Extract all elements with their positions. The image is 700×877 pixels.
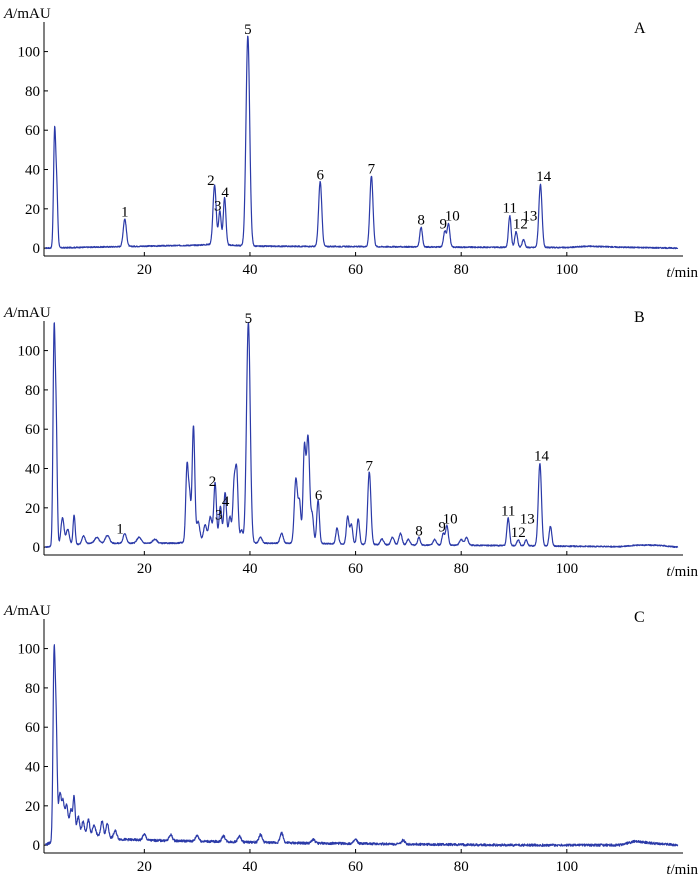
- x-tick-label: 40: [242, 859, 257, 875]
- y-tick-label: 80: [25, 383, 40, 399]
- y-tick-label: 100: [18, 344, 41, 360]
- peak-label: 1: [116, 521, 124, 537]
- peak-label: 3: [214, 199, 222, 215]
- y-tick-label: 40: [25, 462, 40, 478]
- x-tick-label: 80: [454, 561, 469, 577]
- y-tick-label: 100: [18, 642, 41, 658]
- peak-label: 8: [415, 523, 423, 539]
- peak-label: 6: [316, 167, 324, 183]
- peak-label: 2: [209, 474, 217, 490]
- panel-letter: B: [634, 309, 645, 326]
- y-tick-label: 60: [25, 123, 40, 139]
- peak-label: 12: [511, 525, 526, 541]
- x-tick-label: 20: [137, 859, 152, 875]
- x-tick-label: 40: [242, 561, 257, 577]
- peak-label: 2: [207, 173, 215, 189]
- chromatogram-trace: [45, 644, 679, 847]
- peak-label: 13: [522, 209, 537, 225]
- peak-label: 4: [222, 494, 230, 510]
- x-tick-label: 40: [242, 262, 257, 278]
- peak-label: 13: [520, 511, 535, 527]
- y-tick-label: 80: [25, 681, 40, 697]
- x-tick-label: 80: [454, 859, 469, 875]
- x-tick-label: 60: [348, 561, 363, 577]
- y-tick-label: 60: [25, 720, 40, 736]
- peak-label: 5: [244, 22, 252, 38]
- peak-label: 5: [245, 311, 253, 327]
- peak-label: 6: [315, 488, 323, 504]
- y-axis-label: A/mAU: [3, 6, 51, 22]
- x-tick-label: 100: [556, 561, 579, 577]
- peak-label: 9: [439, 216, 447, 232]
- y-tick-label: 60: [25, 422, 40, 438]
- y-tick-label: 100: [18, 45, 41, 61]
- peak-label: 12: [513, 216, 528, 232]
- x-axis-label: t/min: [666, 564, 698, 580]
- x-tick-label: 100: [556, 262, 579, 278]
- peak-label: 10: [445, 209, 460, 225]
- chromatogram-panel-c: 0 20 40 60 80 100 20 40 60 80 100 A/mAU t/min C: [3, 603, 698, 877]
- peak-label: 7: [368, 161, 376, 177]
- x-axis-label: t/min: [666, 265, 698, 281]
- panel-letter: C: [634, 609, 645, 626]
- y-tick-label: 0: [33, 540, 41, 556]
- y-tick-label: 80: [25, 84, 40, 100]
- peak-label: 8: [417, 212, 425, 228]
- panel-letter: A: [634, 20, 646, 37]
- x-tick-label: 20: [137, 262, 152, 278]
- peak-label: 4: [221, 185, 229, 201]
- peak-label: 9: [438, 519, 446, 535]
- peak-label: 3: [215, 508, 223, 524]
- peak-label: 11: [501, 504, 515, 520]
- chromatogram-trace: [45, 321, 679, 549]
- x-tick-label: 100: [556, 859, 579, 875]
- peak-label: 7: [366, 458, 374, 474]
- y-tick-label: 20: [25, 501, 40, 517]
- peak-label: 10: [443, 511, 458, 527]
- y-tick-label: 20: [25, 799, 40, 815]
- peak-label: 1: [121, 205, 129, 221]
- y-axis-label: A/mAU: [3, 305, 51, 321]
- x-axis-label: t/min: [666, 862, 698, 877]
- y-tick-label: 0: [33, 241, 41, 257]
- x-tick-label: 20: [137, 561, 152, 577]
- x-tick-label: 60: [348, 859, 363, 875]
- x-tick-label: 60: [348, 262, 363, 278]
- peak-label: 11: [503, 201, 517, 217]
- chromatogram-trace: [45, 35, 679, 250]
- peak-label: 14: [536, 169, 552, 185]
- y-axis-label: A/mAU: [3, 603, 51, 619]
- y-tick-label: 0: [33, 838, 41, 854]
- x-tick-label: 80: [454, 262, 469, 278]
- peak-label: 14: [534, 449, 550, 465]
- y-tick-label: 40: [25, 163, 40, 179]
- y-tick-label: 40: [25, 760, 40, 776]
- y-tick-label: 20: [25, 202, 40, 218]
